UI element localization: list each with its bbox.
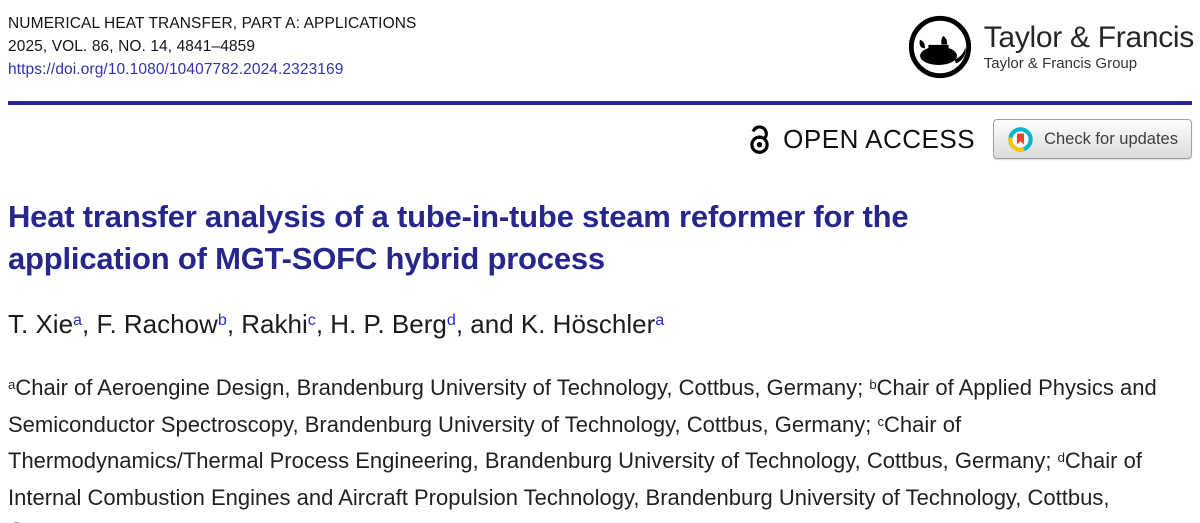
page-header: NUMERICAL HEAT TRANSFER, PART A: APPLICA… xyxy=(8,12,1194,82)
author-separator: , xyxy=(315,309,331,339)
publisher-text: Taylor & Francis Taylor & Francis Group xyxy=(983,21,1195,73)
affiliation-text: Chair of Thermodynamics/Thermal Process … xyxy=(8,411,1058,474)
crossmark-icon xyxy=(1008,126,1033,152)
publisher-logo: Taylor & Francis Taylor & Francis Group xyxy=(905,12,1194,82)
author-name: T. Xie xyxy=(8,309,74,339)
journal-info: NUMERICAL HEAT TRANSFER, PART A: APPLICA… xyxy=(8,12,416,81)
author-affiliation-sup: d xyxy=(446,310,456,329)
affiliation-sup: d xyxy=(1057,450,1065,466)
publisher-name: Taylor & Francis xyxy=(983,21,1195,54)
article-title: Heat transfer analysis of a tube-in-tube… xyxy=(8,196,1188,280)
author-affiliation-sup: a xyxy=(655,310,665,329)
author-separator: , xyxy=(82,309,97,339)
affiliation-sup: a xyxy=(8,377,16,393)
authors-line: T. Xiea, F. Rachowb, Rakhic, H. P. Bergd… xyxy=(8,309,1188,340)
affiliation-sup: b xyxy=(869,377,877,393)
affiliation-text: Chair of Aeroengine Design, Brandenburg … xyxy=(15,375,870,400)
author-affiliation-sup: a xyxy=(73,310,82,329)
affiliation-sup: c xyxy=(877,413,885,429)
journal-issue-line: 2025, VOL. 86, NO. 14, 4841–4859 xyxy=(8,38,256,55)
author-name: F. Rachow xyxy=(96,309,218,339)
open-access-badge: OPEN ACCESS xyxy=(746,123,975,155)
doi-link[interactable]: https://doi.org/10.1080/10407782.2024.23… xyxy=(8,61,344,78)
author-name: K. Höschler xyxy=(520,309,656,339)
affiliation-text: Chair of Applied Physics and Semiconduct… xyxy=(8,375,1157,437)
author-affiliation-sup: b xyxy=(217,310,227,329)
journal-name: NUMERICAL HEAT TRANSFER, PART A: APPLICA… xyxy=(8,15,417,32)
header-divider xyxy=(8,101,1192,105)
author-affiliation-sup: c xyxy=(307,310,316,329)
taylor-francis-lamp-icon xyxy=(908,15,971,79)
affiliations: aChair of Aeroengine Design, Brandenburg… xyxy=(8,371,1192,523)
check-for-updates-button[interactable]: Check for updates xyxy=(993,119,1192,159)
check-for-updates-label: Check for updates xyxy=(1044,129,1178,148)
open-access-lock-icon xyxy=(750,125,769,154)
access-row: OPEN ACCESS Check for updates xyxy=(746,119,1192,159)
publisher-group: Taylor & Francis Group xyxy=(983,55,1138,72)
open-access-label: OPEN ACCESS xyxy=(783,123,976,154)
author-separator: , and xyxy=(455,309,521,339)
affiliation-text: Chair of Internal Combustion Engines and… xyxy=(8,448,1142,523)
author-separator: , xyxy=(226,309,242,339)
author-name: Rakhi xyxy=(241,309,308,339)
author-name: H. P. Berg xyxy=(330,309,447,339)
article-title-line1: Heat transfer analysis of a tube-in-tube… xyxy=(8,199,909,234)
article-title-line2: application of MGT-SOFC hybrid process xyxy=(8,241,605,276)
